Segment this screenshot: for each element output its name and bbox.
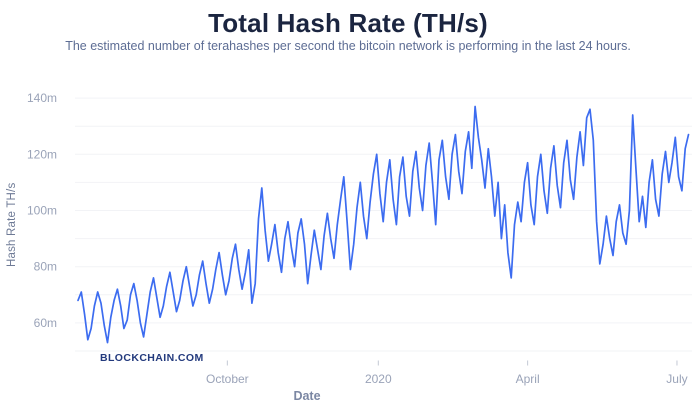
y-axis-title: Hash Rate TH/s <box>6 182 18 267</box>
x-tick-label: April <box>516 372 540 386</box>
y-tick-label: 80m <box>34 260 57 274</box>
y-tick-label: 60m <box>34 316 57 330</box>
hash-rate-line <box>77 105 690 344</box>
x-axis-title: Date <box>293 389 321 403</box>
x-tick-label: July <box>666 372 687 386</box>
x-tick-label: 2020 <box>365 372 392 386</box>
y-tick-label: 140m <box>27 91 57 105</box>
chart-title: Total Hash Rate (TH/s) <box>208 8 488 38</box>
chart-subtitle: The estimated number of terahashes per s… <box>65 39 631 53</box>
y-tick-label: 100m <box>27 204 57 218</box>
y-tick-label: 120m <box>27 147 57 161</box>
blockchain-watermark: BLOCKCHAIN.COM <box>100 352 204 364</box>
x-tick-label: October <box>206 372 249 386</box>
